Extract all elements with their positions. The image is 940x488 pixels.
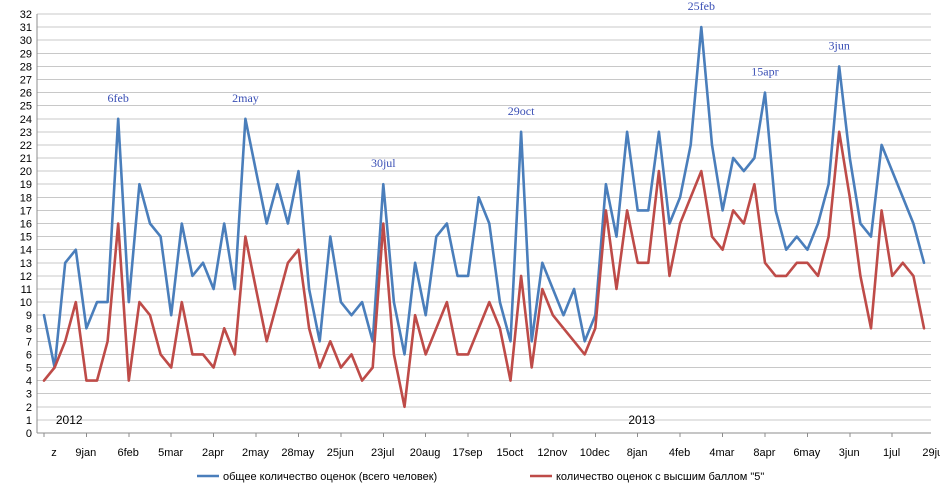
year-labels: 2012 2013: [56, 413, 656, 427]
y-tick-label: 15: [20, 232, 32, 244]
y-tick-label: 18: [20, 192, 32, 204]
y-tick-label: 25: [20, 101, 32, 113]
y-tick-label: 23: [20, 127, 32, 139]
y-tick-label: 5: [26, 363, 32, 375]
y-tick-label: 22: [20, 140, 32, 152]
x-tick-label: 6feb: [118, 447, 139, 459]
x-tick-label: 6may: [793, 447, 820, 459]
y-tick-label: 24: [20, 114, 32, 126]
legend: общее количество оценок (всего человек) к…: [197, 471, 764, 483]
y-tick-label: 6: [26, 349, 32, 361]
x-tick-label: 8jan: [627, 447, 648, 459]
x-axis: z 9jan 6feb 5mar 2apr 2may 28may 25jun 23jul 20au…: [43, 433, 940, 459]
series-lines: [42, 25, 926, 409]
x-tick-label: 4mar: [709, 447, 734, 459]
x-tick-label: 2may: [242, 447, 269, 459]
gridlines: [36, 13, 931, 434]
annotation-label: 25feb: [688, 0, 715, 13]
x-tick-label: 4feb: [669, 447, 690, 459]
x-tick-label: 10dec: [580, 447, 610, 459]
series-line-2: [42, 130, 926, 409]
y-axis-tick-labels: 0123456789101112131415161718192021222324…: [20, 9, 32, 440]
x-tick-label: 9jan: [75, 447, 96, 459]
y-tick-label: 13: [20, 258, 32, 270]
x-tick-label: 12nov: [537, 447, 567, 459]
y-tick-label: 31: [20, 22, 32, 34]
annotation-label: 3jun: [829, 38, 850, 52]
y-tick-label: 28: [20, 61, 32, 73]
y-tick-label: 12: [20, 271, 32, 283]
y-tick-label: 32: [20, 9, 32, 21]
x-tick-label: 2apr: [202, 447, 224, 459]
x-tick-label: 15oct: [496, 447, 523, 459]
y-tick-label: 30: [20, 35, 32, 47]
annotation-label: 15apr: [751, 65, 778, 79]
y-tick-label: 7: [26, 336, 32, 348]
y-tick-label: 27: [20, 74, 32, 86]
y-tick-label: 1: [26, 415, 32, 427]
legend-label: общее количество оценок (всего человек): [223, 471, 437, 483]
y-tick-label: 29: [20, 48, 32, 60]
y-tick-label: 20: [20, 166, 32, 178]
peak-annotations: 6feb 2may 30jul 29oct 25feb 15apr 3jun: [108, 0, 850, 170]
annotation-label: 6feb: [108, 91, 129, 105]
y-tick-label: 9: [26, 310, 32, 322]
x-tick-label: 29jul: [922, 447, 940, 459]
y-tick-label: 19: [20, 179, 32, 191]
y-tick-label: 11: [21, 284, 32, 296]
x-tick-label: 8apr: [753, 447, 775, 459]
x-tick-label: 1jul: [883, 447, 900, 459]
x-tick-label: 23jul: [371, 447, 394, 459]
x-tick-label: 3jun: [839, 447, 860, 459]
y-tick-label: 14: [20, 245, 32, 257]
x-tick-label: 5mar: [158, 447, 183, 459]
y-tick-label: 0: [26, 428, 32, 440]
y-tick-label: 3: [26, 389, 32, 401]
y-tick-label: 21: [20, 153, 32, 165]
x-tick-label: 17sep: [453, 447, 483, 459]
annotation-label: 2may: [232, 91, 259, 105]
x-tick-label: 20aug: [410, 447, 441, 459]
x-tick-label: z: [51, 447, 57, 459]
y-tick-label: 17: [20, 205, 32, 217]
y-tick-label: 26: [20, 88, 32, 100]
year-label: 2012: [56, 413, 83, 427]
annotation-label: 30jul: [371, 156, 396, 170]
legend-label: количество оценок с высшим баллом "5": [556, 471, 764, 483]
year-label: 2013: [628, 413, 655, 427]
y-tick-label: 4: [26, 376, 32, 388]
series-line-1: [42, 25, 926, 369]
annotation-label: 29oct: [508, 104, 535, 118]
y-tick-label: 10: [20, 297, 32, 309]
y-tick-label: 2: [26, 402, 32, 414]
x-tick-label: 28may: [281, 447, 315, 459]
y-tick-label: 16: [20, 219, 32, 231]
y-tick-label: 8: [26, 323, 32, 335]
x-tick-label: 25jun: [327, 447, 354, 459]
